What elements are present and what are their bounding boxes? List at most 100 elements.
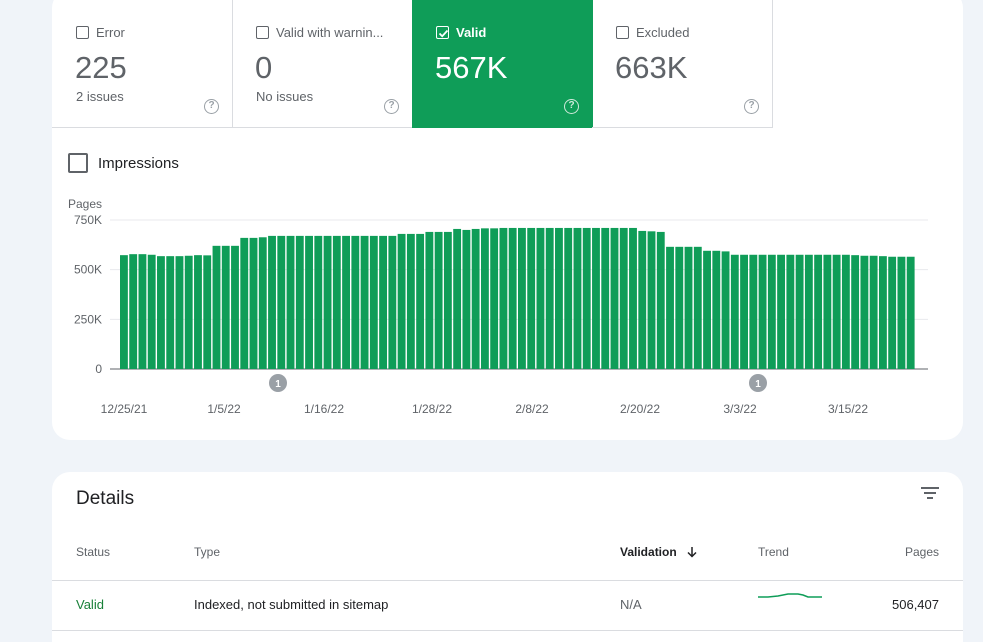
bar xyxy=(490,228,499,369)
column-validation-label: Validation xyxy=(620,545,677,559)
bar xyxy=(740,254,748,369)
x-tick-label: 2/8/22 xyxy=(515,402,549,416)
details-title: Details xyxy=(76,488,135,509)
bar xyxy=(221,245,230,369)
bar xyxy=(416,233,425,369)
divider xyxy=(52,580,963,581)
bar xyxy=(721,251,730,369)
bar xyxy=(120,255,128,369)
checkmark-icon xyxy=(438,29,449,38)
x-tick-label: 3/15/22 xyxy=(828,402,868,416)
bar xyxy=(443,231,452,369)
tile-error-sub: 2 issues xyxy=(76,89,124,104)
bar xyxy=(240,237,249,369)
bar xyxy=(295,235,304,369)
warning-checkbox[interactable] xyxy=(256,26,269,39)
excluded-checkbox[interactable] xyxy=(616,26,629,39)
help-icon[interactable]: ? xyxy=(564,99,579,114)
divider xyxy=(52,630,963,631)
arrow-down-icon[interactable] xyxy=(686,546,698,558)
bar xyxy=(194,255,202,369)
bar xyxy=(184,255,193,369)
tile-valid[interactable]: Valid 567K ? xyxy=(412,0,593,128)
impressions-checkbox[interactable] xyxy=(68,153,88,173)
bar xyxy=(786,254,795,369)
bar xyxy=(231,245,239,369)
bar xyxy=(619,227,628,369)
tile-valid-value: 567K xyxy=(435,50,508,85)
bar xyxy=(157,256,165,369)
trend-sparkline xyxy=(758,593,822,598)
bar xyxy=(138,254,147,369)
bar xyxy=(249,237,258,369)
tile-warning-sub: No issues xyxy=(256,89,314,104)
filter-icon[interactable] xyxy=(921,486,939,500)
bar xyxy=(703,250,711,369)
help-icon[interactable]: ? xyxy=(744,99,759,114)
column-status[interactable]: Status xyxy=(76,545,111,559)
bar xyxy=(656,231,665,369)
details-card: Details Status Type Validation Trend Pag… xyxy=(52,472,963,642)
error-checkbox[interactable] xyxy=(76,26,89,39)
bar xyxy=(832,254,841,369)
bar xyxy=(730,254,739,369)
bar xyxy=(129,254,138,369)
bar xyxy=(767,254,776,369)
bar xyxy=(286,235,295,369)
x-tick-label: 1/28/22 xyxy=(412,402,452,416)
help-icon[interactable]: ? xyxy=(204,99,219,114)
bar xyxy=(536,227,545,369)
row-status: Valid xyxy=(76,597,104,612)
bar xyxy=(203,255,212,369)
bar xyxy=(795,254,804,369)
x-tick-label: 3/3/22 xyxy=(723,402,757,416)
bar xyxy=(462,229,471,369)
bar xyxy=(897,256,906,369)
bar xyxy=(518,227,526,369)
tile-excluded-value: 663K xyxy=(615,50,688,85)
bar xyxy=(545,227,554,369)
bar xyxy=(860,255,869,369)
bar xyxy=(712,250,721,369)
bar xyxy=(629,227,637,369)
bar xyxy=(851,255,860,369)
row-pages: 506,407 xyxy=(892,597,939,612)
impressions-toggle[interactable]: Impressions xyxy=(68,153,179,173)
bar xyxy=(638,230,647,369)
x-tick-label: 2/20/22 xyxy=(620,402,660,416)
column-type[interactable]: Type xyxy=(194,545,221,559)
x-tick-label: 1/16/22 xyxy=(304,402,344,416)
y-tick-label: 250K xyxy=(74,312,102,326)
valid-checkbox[interactable] xyxy=(436,26,449,39)
y-tick-label: 500K xyxy=(74,263,102,277)
bar xyxy=(258,237,267,369)
column-trend[interactable]: Trend xyxy=(758,545,789,559)
bar xyxy=(379,235,388,369)
annotation-marker xyxy=(749,374,767,392)
bar xyxy=(527,227,536,369)
bar xyxy=(693,246,702,369)
bar xyxy=(555,227,563,369)
bar xyxy=(360,235,369,369)
bar xyxy=(564,227,573,369)
column-validation[interactable]: Validation xyxy=(620,545,698,559)
help-icon[interactable]: ? xyxy=(384,99,399,114)
bar xyxy=(175,256,184,369)
bar xyxy=(888,256,897,369)
row-validation: N/A xyxy=(620,597,642,612)
bar xyxy=(777,254,786,369)
y-axis-label: Pages xyxy=(68,197,102,211)
annotation-marker xyxy=(269,374,287,392)
bar xyxy=(314,235,323,369)
bar xyxy=(268,235,276,369)
bar xyxy=(166,256,175,369)
tile-excluded[interactable]: Excluded 663K ? xyxy=(592,0,773,128)
bar xyxy=(369,235,378,369)
bar xyxy=(212,245,221,369)
column-pages[interactable]: Pages xyxy=(904,545,939,559)
bar xyxy=(323,235,332,369)
bar xyxy=(582,227,591,369)
y-tick-label: 0 xyxy=(95,362,102,376)
tile-error[interactable]: Error 225 2 issues ? xyxy=(52,0,233,128)
bar xyxy=(388,235,397,369)
